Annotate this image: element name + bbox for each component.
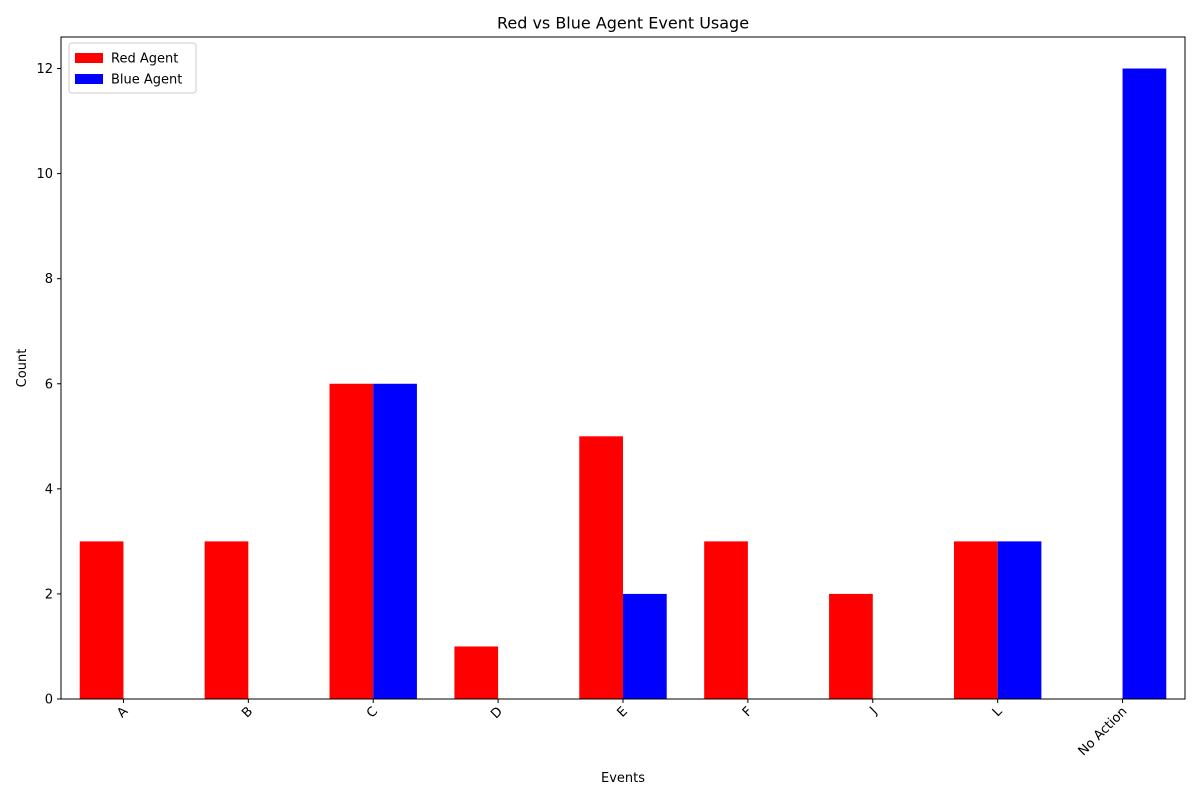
x-tick-label: J [867,704,881,718]
bar-blue-l [997,541,1042,699]
plot-area: 0 2 4 6 8 10 12 A B C D E F J L No Action [36,36,1186,759]
x-tick-label: L [990,704,1006,720]
bar-red-d [454,646,499,699]
chart-title: Red vs Blue Agent Event Usage [497,14,749,33]
legend-swatch-red [75,53,103,63]
legend: Red Agent Blue Agent [68,42,197,94]
y-tick-label: 12 [36,62,53,77]
x-tick-label: E [614,704,630,720]
bar-blue-no-action [1122,68,1167,699]
bar-red-c [329,383,374,699]
x-tick-label: B [239,704,256,721]
y-tick-label: 0 [45,693,53,708]
bar-blue-c [373,383,417,699]
y-tick-label: 2 [45,587,53,602]
x-tick-label: C [364,704,381,721]
bar-red-b [204,541,249,699]
y-tick-label: 6 [45,377,53,392]
bar-red-e [579,436,623,699]
legend-swatch-blue [75,74,103,84]
legend-label-red: Red Agent [111,52,178,67]
bar-red-l [953,541,998,699]
x-tick-label: D [488,704,506,722]
y-axis-label: Count [15,349,30,388]
bar-red-j [829,593,873,699]
y-tick-label: 10 [36,167,53,182]
legend-label-blue: Blue Agent [111,73,182,88]
x-axis-label: Events [601,771,645,786]
x-tick-label: A [114,704,131,721]
bar-blue-e [623,593,667,699]
y-tick-label: 4 [45,482,53,497]
bar-red-f [704,541,748,699]
y-tick-label: 8 [45,272,53,287]
x-tick-label: No Action [1076,704,1131,759]
bar-red-a [79,541,124,699]
x-tick-label: F [740,704,756,720]
